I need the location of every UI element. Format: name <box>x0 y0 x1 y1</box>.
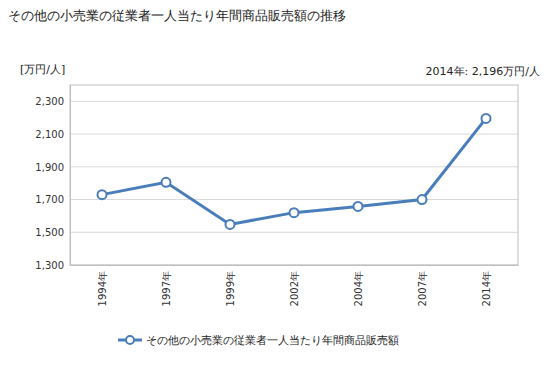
title: その他の小売業の従業者一人当たり年間商品販売額の推移 <box>8 8 346 23</box>
y-tick: 1,900 <box>35 162 70 173</box>
legend: その他の小売業の従業者一人当たり年間商品販売額 <box>118 334 399 347</box>
x-axis: 1994年 1997年 1999年 2002年 2004年 2007年 2014年 <box>71 265 519 306</box>
x-tick-label: 1999年 <box>225 271 236 306</box>
x-tick-label: 2004年 <box>353 271 364 306</box>
series-point <box>354 202 363 211</box>
grid <box>70 101 518 265</box>
y-tick: 1,700 <box>35 194 70 205</box>
x-tick-label: 1997年 <box>161 271 172 306</box>
y-tick-label: 2,300 <box>35 96 64 107</box>
x-tick-label: 2002年 <box>289 271 300 306</box>
x-tick: 1999年 <box>225 265 236 306</box>
x-tick-label: 2007年 <box>417 271 428 306</box>
y-tick-label: 1,500 <box>35 227 64 238</box>
y-axis: 1,300 1,500 1,700 1,900 2,100 2,300 <box>35 86 70 271</box>
y-tick: 1,500 <box>35 227 70 238</box>
y-tick-label: 1,700 <box>35 194 64 205</box>
y-tick: 1,300 <box>35 260 70 271</box>
series-point <box>418 195 427 204</box>
x-tick-label: 2014年 <box>481 271 492 306</box>
legend-marker <box>126 336 134 344</box>
y-tick: 2,100 <box>35 129 70 140</box>
series-point <box>482 114 491 123</box>
grid-line <box>70 134 518 135</box>
x-axis-line <box>71 265 519 266</box>
x-tick: 2007年 <box>417 265 428 306</box>
plot-frame <box>70 85 518 265</box>
x-tick: 2004年 <box>353 265 364 306</box>
x-tick-label: 1994年 <box>97 271 108 306</box>
plot-area <box>98 114 491 229</box>
x-tick: 2014年 <box>481 265 492 306</box>
x-tick: 1997年 <box>161 265 172 306</box>
series-point <box>162 178 171 187</box>
series-line <box>102 118 486 224</box>
x-tick: 1994年 <box>97 265 108 306</box>
x-tick: 2002年 <box>289 265 300 306</box>
y-tick-label: 1,300 <box>35 260 64 271</box>
y-axis-title: [万円/人] <box>20 63 65 76</box>
legend-label: その他の小売業の従業者一人当たり年間商品販売額 <box>146 334 399 347</box>
chart: その他の小売業の従業者一人当たり年間商品販売額の推移 [万円/人] 2014年: 2… <box>0 0 560 366</box>
series-point <box>98 190 107 199</box>
grid-line <box>70 232 518 233</box>
annotation: 2014年: 2,196万円/人 <box>426 65 540 78</box>
y-tick: 2,300 <box>35 96 70 107</box>
series-point <box>290 208 299 217</box>
y-axis-line <box>70 86 71 266</box>
grid-line <box>70 101 518 102</box>
y-tick-label: 1,900 <box>35 162 64 173</box>
grid-line <box>70 166 518 167</box>
grid-line <box>70 199 518 200</box>
series-point <box>226 220 235 229</box>
y-tick-label: 2,100 <box>35 129 64 140</box>
